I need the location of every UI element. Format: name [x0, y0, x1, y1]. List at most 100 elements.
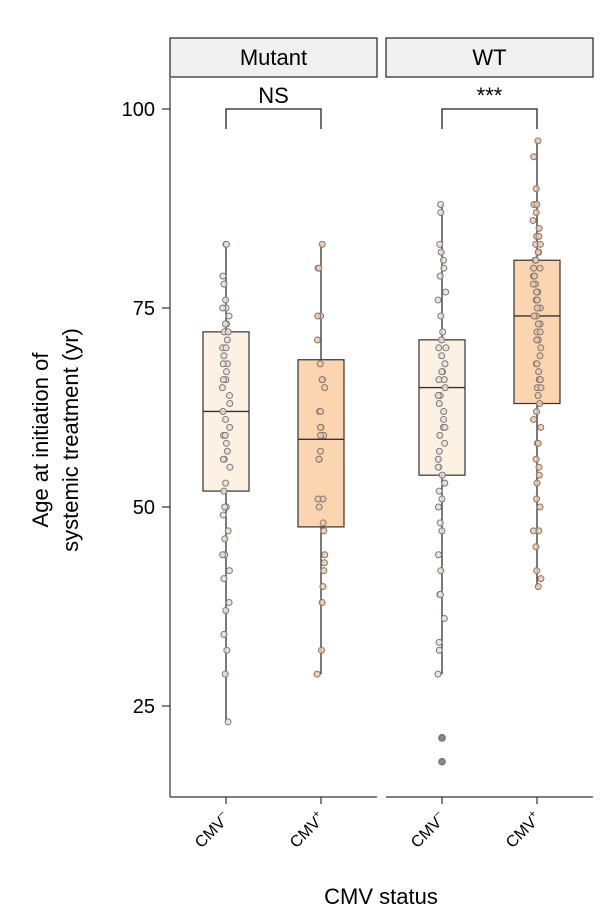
facet-panel-wt: WT *** CMV− CMV+: [385, 37, 594, 852]
data-point: [536, 400, 544, 408]
data-point: [534, 137, 542, 145]
data-point: [438, 352, 446, 360]
data-point: [533, 304, 541, 312]
data-point: [435, 551, 443, 559]
box-group-cmv-neg: CMV−: [190, 240, 250, 852]
data-point: [435, 646, 443, 654]
data-point: [222, 344, 230, 352]
data-point: [532, 543, 540, 551]
data-point: [315, 503, 323, 511]
data-point: [219, 272, 227, 280]
data-point: [219, 511, 227, 519]
data-point: [224, 527, 232, 535]
data-point: [435, 638, 443, 646]
data-point: [315, 455, 323, 463]
data-point: [534, 439, 542, 447]
data-point: [438, 471, 446, 479]
box-group-cmv-pos: CMV+: [287, 240, 345, 852]
data-point: [533, 407, 541, 415]
data-point: [535, 368, 543, 376]
data-point: [434, 296, 442, 304]
data-point: [537, 344, 545, 352]
data-point: [314, 495, 322, 503]
data-point: [532, 208, 540, 216]
box-group-cmv-neg: CMV−: [406, 201, 466, 852]
data-point: [222, 368, 230, 376]
data-point: [441, 479, 449, 487]
data-point: [438, 336, 446, 344]
data-point: [223, 646, 231, 654]
data-point: [226, 400, 234, 408]
x-axis-title: CMV status: [324, 884, 438, 909]
y-axis-title: Age at initiation of systemic treatment …: [28, 328, 83, 552]
data-point: [224, 328, 232, 336]
data-point: [220, 487, 228, 495]
data-point: [219, 551, 227, 559]
data-point: [220, 630, 228, 638]
data-point: [532, 256, 540, 264]
data-point: [313, 670, 321, 678]
data-point: [218, 384, 226, 392]
data-point: [220, 575, 228, 583]
data-point: [434, 455, 442, 463]
data-point: [532, 455, 540, 463]
data-point: [537, 384, 545, 392]
data-point: [437, 248, 445, 256]
data-point: [536, 264, 544, 272]
data-point: [320, 559, 328, 567]
data-point: [534, 392, 542, 400]
x-tick-label: CMV−: [406, 808, 450, 852]
data-point: [533, 288, 541, 296]
data-point: [220, 280, 228, 288]
significance-bracket: [225, 108, 322, 129]
data-point: [441, 360, 449, 368]
data-point: [221, 431, 229, 439]
data-point: [536, 240, 544, 248]
data-point: [221, 320, 229, 328]
data-point: [440, 415, 448, 423]
data-point: [529, 216, 537, 224]
y-axis: 25 50 75 100: [122, 99, 170, 718]
data-point: [438, 368, 446, 376]
data-point: [226, 423, 234, 431]
y-axis-title-line-2: systemic treatment (yr): [58, 328, 83, 552]
data-point: [318, 599, 326, 607]
x-tick-label: CMV−: [190, 808, 234, 852]
data-point: [220, 352, 228, 360]
data-point: [441, 384, 449, 392]
data-point: [533, 360, 541, 368]
data-point: [530, 264, 538, 272]
box: [418, 339, 466, 476]
data-point: [536, 503, 544, 511]
data-point: [437, 567, 445, 575]
y-tick-label: 25: [133, 696, 155, 718]
data-point: [321, 551, 329, 559]
data-point: [529, 280, 537, 288]
data-point: [316, 360, 324, 368]
data-point: [222, 479, 230, 487]
data-point: [530, 272, 538, 280]
data-point: [536, 352, 544, 360]
data-point: [315, 264, 323, 272]
facet-strip-label: WT: [472, 45, 506, 70]
data-point: [537, 575, 545, 583]
data-point: [533, 479, 541, 487]
data-point: [534, 248, 542, 256]
data-point: [530, 415, 538, 423]
data-point: [223, 447, 231, 455]
data-point: [439, 256, 447, 264]
data-point: [530, 153, 538, 161]
data-point: [435, 487, 443, 495]
data-point: [535, 471, 543, 479]
data-point: [434, 463, 442, 471]
data-point: [533, 201, 541, 209]
data-point: [226, 392, 234, 400]
x-tick-label: CMV+: [501, 808, 545, 852]
facet-strip-label: Mutant: [240, 45, 307, 70]
data-point: [536, 376, 544, 384]
data-point: [222, 606, 230, 614]
data-point: [222, 296, 230, 304]
data-point: [219, 407, 227, 415]
data-point: [532, 185, 540, 193]
